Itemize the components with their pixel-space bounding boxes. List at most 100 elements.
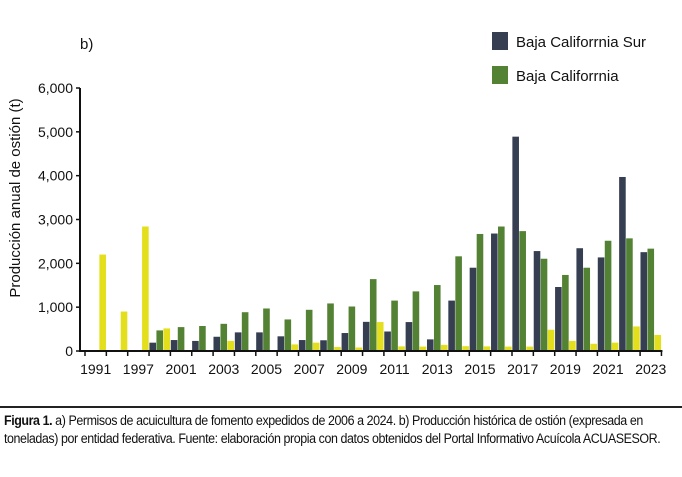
bar-1-2023 bbox=[640, 252, 648, 351]
bar-3-2012 bbox=[419, 346, 427, 351]
legend-label-2: Baja Califorrnia bbox=[516, 68, 619, 85]
y-tick-label: 3,000 bbox=[38, 212, 73, 228]
bar-2-2009 bbox=[348, 306, 356, 351]
caption-text: a) Permisos de acuicultura de fomento ex… bbox=[4, 413, 661, 446]
bar-2-2008 bbox=[327, 303, 334, 351]
x-tick-label: 2009 bbox=[336, 361, 367, 377]
bar-2-2022 bbox=[626, 238, 633, 351]
bar-chart: b) Producción anual de ostión (t) 0 1,000 2,… bbox=[7, 32, 667, 377]
bar-1-2006 bbox=[277, 336, 285, 351]
bar-3-2013 bbox=[440, 344, 448, 351]
x-tick-label: 2021 bbox=[592, 361, 623, 377]
bar-1-2010 bbox=[362, 321, 370, 351]
x-tick-label: 2019 bbox=[550, 361, 581, 377]
bar-1-2003 bbox=[213, 336, 221, 351]
bar-2-2014 bbox=[455, 256, 462, 351]
bar-1-2020 bbox=[576, 248, 584, 351]
bar-2-2007 bbox=[305, 309, 313, 351]
bar-1-2001 bbox=[170, 340, 178, 351]
x-tick-label: 1997 bbox=[123, 361, 154, 377]
bar-2-2001 bbox=[177, 327, 185, 351]
bar-2-2000 bbox=[156, 330, 164, 351]
bar-2-2021 bbox=[604, 240, 612, 351]
bar-1-2015 bbox=[469, 267, 477, 351]
bar-3-2008 bbox=[334, 347, 341, 351]
bar-2-2017 bbox=[519, 231, 526, 351]
bar-1-2004 bbox=[234, 332, 242, 351]
bar-3-2019 bbox=[569, 340, 576, 351]
y-tick-label: 5,000 bbox=[38, 124, 73, 140]
bar-3-2003 bbox=[227, 340, 235, 351]
bar-1-2011 bbox=[384, 331, 391, 351]
bar-3-2006 bbox=[291, 344, 299, 351]
x-tick-label: 2007 bbox=[294, 361, 325, 377]
bar-1-2009 bbox=[341, 333, 349, 351]
legend-swatch-2 bbox=[492, 66, 508, 84]
bar-2-2019 bbox=[562, 274, 569, 351]
bar-2-2010 bbox=[369, 279, 377, 351]
bar-2-2012 bbox=[412, 291, 420, 351]
x-tick-label: 2001 bbox=[165, 361, 196, 377]
bar-3-2000 bbox=[163, 328, 171, 351]
bar-3-2007 bbox=[312, 342, 320, 351]
bar-3-2014 bbox=[462, 346, 469, 351]
bar-1-2000 bbox=[149, 342, 157, 351]
bar-2-2013 bbox=[433, 285, 441, 351]
bar-2-2004 bbox=[241, 312, 249, 351]
x-tick-label: 2013 bbox=[422, 361, 453, 377]
y-tick-label: 6,000 bbox=[38, 80, 73, 96]
bar-1-2008 bbox=[320, 340, 327, 351]
bar-3-2021 bbox=[611, 342, 619, 351]
bar-3-1997 bbox=[142, 226, 149, 351]
caption-divider bbox=[0, 406, 682, 408]
x-tick-label: 2011 bbox=[380, 361, 410, 377]
y-tick-label: 2,000 bbox=[38, 255, 73, 271]
x-tick-label: 2003 bbox=[208, 361, 239, 377]
legend-label-1: Baja Califorrnia Sur bbox=[516, 34, 646, 51]
bar-2-2011 bbox=[391, 300, 398, 351]
bar-3-2022 bbox=[633, 326, 640, 351]
bar-1-2016 bbox=[491, 233, 498, 351]
bar-1-2005 bbox=[256, 332, 263, 351]
bar-3-1991 bbox=[99, 254, 106, 351]
x-tick-label: 2023 bbox=[635, 361, 666, 377]
bar-1-2019 bbox=[555, 287, 562, 351]
y-tick-label: 0 bbox=[65, 343, 73, 359]
bar-3-2011 bbox=[398, 346, 405, 351]
bar-2-2016 bbox=[498, 226, 505, 351]
bar-2-2005 bbox=[263, 308, 270, 351]
bar-1-2021 bbox=[597, 257, 605, 351]
bar-2-2003 bbox=[220, 323, 228, 351]
bar-2-2006 bbox=[284, 319, 292, 351]
legend-swatch-1 bbox=[492, 32, 508, 50]
bar-3-2010 bbox=[376, 322, 384, 351]
y-tick-label: 1,000 bbox=[38, 299, 73, 315]
bar-3-1994 bbox=[120, 311, 128, 351]
bar-3-2016 bbox=[505, 346, 512, 351]
bar-2-2015 bbox=[476, 233, 484, 351]
x-tick-label: 2015 bbox=[464, 361, 495, 377]
bar-3-2017 bbox=[526, 346, 533, 351]
bar-1-2013 bbox=[426, 339, 434, 351]
bar-3-2015 bbox=[483, 346, 491, 351]
panel-label: b) bbox=[80, 36, 93, 53]
x-tick-label: 2005 bbox=[251, 361, 282, 377]
bar-1-2022 bbox=[619, 176, 626, 351]
bar-3-2009 bbox=[355, 347, 363, 351]
bar-2-2020 bbox=[583, 267, 591, 351]
y-tick-label: 4,000 bbox=[38, 168, 73, 184]
x-tick-label: 1991 bbox=[80, 361, 111, 377]
bar-2-2023 bbox=[647, 248, 655, 351]
caption-label: Figura 1. bbox=[4, 413, 53, 428]
bar-3-2023 bbox=[654, 335, 662, 351]
bar-1-2014 bbox=[448, 300, 455, 351]
bar-1-2018 bbox=[533, 251, 541, 351]
figure-caption: Figura 1. a) Permisos de acuicultura de … bbox=[4, 412, 680, 447]
bar-1-2017 bbox=[512, 136, 519, 351]
bar-3-2018 bbox=[547, 329, 555, 351]
bar-1-2002 bbox=[192, 340, 199, 351]
bar-3-2020 bbox=[590, 343, 598, 351]
bar-2-2018 bbox=[540, 258, 548, 351]
y-axis-label: Producción anual de ostión (t) bbox=[7, 98, 24, 297]
